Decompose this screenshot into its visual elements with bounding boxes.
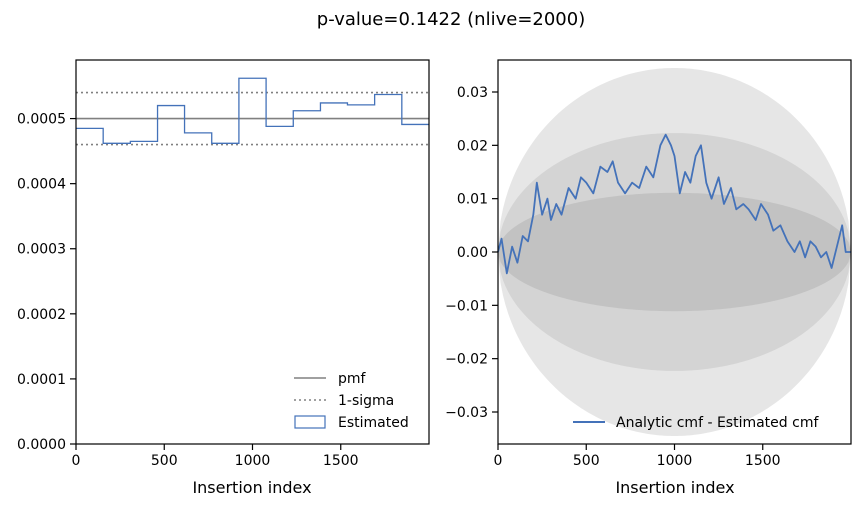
right-marks (497, 68, 851, 436)
right-axes-frame (497, 59, 852, 445)
right-x-tick-label: 1500 (745, 453, 781, 469)
legend-label-difference: Analytic cmf - Estimated cmf (616, 415, 819, 431)
left-y-tick-label: 0.0005 (17, 112, 66, 128)
right-y-tick-label: −0.01 (445, 298, 488, 314)
right-y-tick-label: −0.02 (445, 352, 488, 368)
right-y-tick-label: 0.02 (457, 138, 488, 154)
legend-label-1-sigma: 1-sigma (338, 393, 394, 409)
right-x-tick-label: 1000 (657, 453, 693, 469)
legend-label-estimated: Estimated (338, 415, 409, 431)
left-plot-area (76, 60, 429, 444)
right-legend: Analytic cmf - Estimated cmf (573, 415, 819, 431)
left-x-axis-label: Insertion index (192, 478, 311, 497)
left-x-tick-label: 0 (72, 453, 81, 469)
legend-label-pmf: pmf (338, 371, 367, 387)
right-axes: 0 500 1000 1500 −0.03 −0.02 −0.01 0.00 0.01 0.02 0… (445, 85, 780, 469)
left-y-tick-label: 0.0002 (17, 307, 66, 323)
right-y-tick-label: 0.00 (457, 245, 488, 261)
right-x-tick-label: 0 (494, 453, 503, 469)
right-y-tick-label: 0.01 (457, 192, 488, 208)
figure-title: p-value=0.1422 (nlive=2000) (317, 9, 585, 30)
left-y-tick-label: 0.0000 (17, 437, 66, 453)
left-axes-frame (75, 59, 430, 445)
right-y-tick-label: −0.03 (445, 405, 488, 421)
right-x-tick-label: 500 (573, 453, 600, 469)
left-axes: 0 500 1000 1500 0.0000 0.0001 0.0002 0.0003 0.00… (17, 112, 359, 469)
right-panel: 0 500 1000 1500 −0.03 −0.02 −0.01 0.00 0.01 0.02 0… (445, 59, 852, 497)
left-marks (76, 77, 429, 146)
left-y-tick-label: 0.0003 (17, 242, 66, 258)
right-x-axis-label: Insertion index (615, 478, 734, 497)
legend-swatch-estimated (294, 415, 326, 429)
right-y-tick-label: 0.03 (457, 85, 488, 101)
left-x-tick-label: 1000 (235, 453, 271, 469)
left-x-tick-label: 1500 (323, 453, 359, 469)
left-y-tick-label: 0.0001 (17, 372, 66, 388)
sigma-band-3 (498, 192, 851, 312)
estimated-step-line (76, 77, 429, 144)
left-x-tick-label: 500 (151, 453, 178, 469)
left-panel: 0 500 1000 1500 0.0000 0.0001 0.0002 0.0003 0.00… (17, 59, 430, 497)
left-legend: pmf 1-sigma Estimated (294, 371, 409, 431)
left-y-tick-label: 0.0004 (17, 177, 66, 193)
cmf-difference-line (497, 133, 851, 275)
